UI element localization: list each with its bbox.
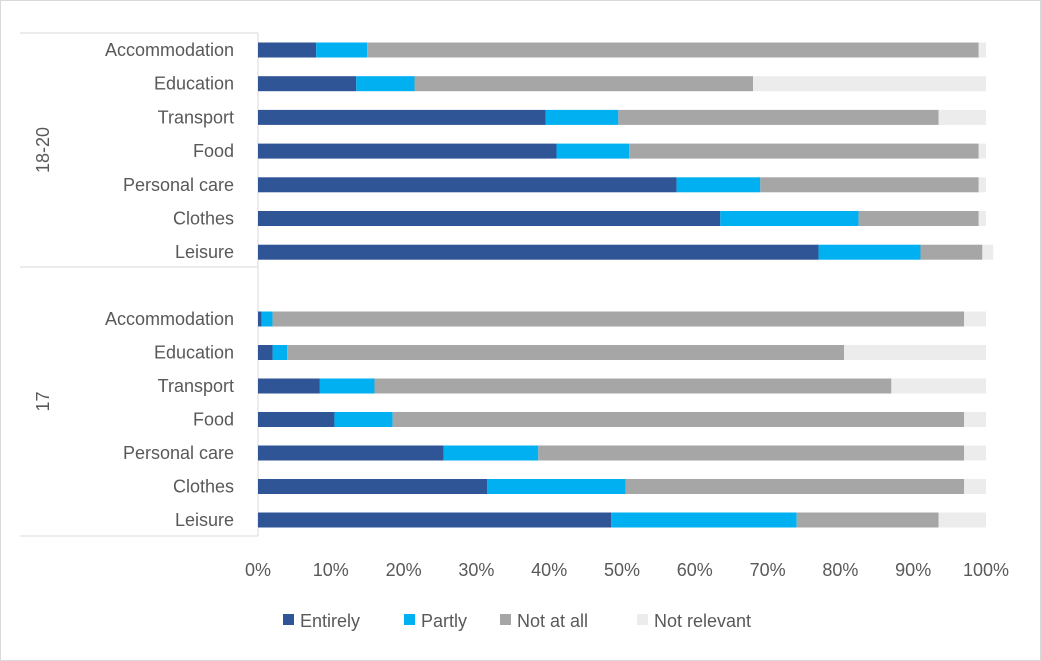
bar-segment-not-relevant [964, 311, 986, 327]
category-label: Clothes [173, 477, 234, 497]
bar-segment-entirely [258, 445, 444, 461]
category-label: Education [154, 343, 234, 363]
group-label: 17 [33, 391, 53, 411]
bar-segment-entirely [258, 311, 262, 327]
category-label: Food [193, 410, 234, 430]
bar-segment-partly [272, 345, 288, 360]
x-tick-label: 0% [245, 560, 271, 580]
bar-segment-entirely [258, 378, 320, 394]
bar-segment-not-at-all [287, 345, 845, 360]
x-tick-label: 40% [531, 560, 567, 580]
bar-segment-entirely [258, 109, 546, 125]
x-axis-ticks: 0% 10% 20% 30% 40% 50% 60% 70% 80% 90% 100% [245, 560, 1009, 580]
bar-segment-entirely [258, 143, 557, 159]
x-tick-label: 30% [458, 560, 494, 580]
bar-segment-partly [487, 479, 626, 494]
x-tick-label: 20% [386, 560, 422, 580]
bar-segment-not-relevant [753, 76, 986, 92]
bar-segment-not-at-all [796, 512, 939, 528]
bar-segment-not-relevant [978, 42, 986, 58]
bar-segment-not-relevant [938, 109, 986, 125]
bar-segment-entirely [258, 76, 357, 92]
category-label: Personal care [123, 175, 234, 195]
bar-segment-not-relevant [964, 445, 986, 461]
bar-segment-not-at-all [625, 479, 965, 494]
bar-segment-not-at-all [858, 211, 979, 226]
category-label: Education [154, 74, 234, 94]
category-label: Transport [158, 376, 234, 396]
bar-segment-not-at-all [374, 378, 892, 394]
bar-segment-not-at-all [920, 244, 983, 260]
bars-layer [258, 42, 994, 528]
category-label: Accommodation [105, 40, 234, 60]
bar-segment-not-relevant [891, 378, 986, 394]
legend-swatch-entirely [283, 614, 294, 625]
bar-segment-not-relevant [978, 143, 986, 159]
bar-segment-entirely [258, 244, 819, 260]
bar-segment-partly [261, 311, 273, 327]
bar-segment-entirely [258, 345, 273, 360]
bar-segment-entirely [258, 177, 677, 193]
bar-segment-not-relevant [964, 412, 986, 427]
legend-swatch-partly [404, 614, 415, 625]
x-tick-label: 100% [963, 560, 1009, 580]
category-label: Clothes [173, 209, 234, 229]
x-tick-label: 90% [895, 560, 931, 580]
bar-segment-not-at-all [538, 445, 965, 461]
bar-segment-partly [319, 378, 375, 394]
x-tick-label: 80% [822, 560, 858, 580]
bar-segment-not-relevant [844, 345, 986, 360]
legend: Entirely Partly Not at all Not relevant [283, 611, 751, 631]
legend-label: Partly [421, 611, 467, 631]
labels-layer: 18-20 Accommodation Education Transport Food… [33, 40, 234, 530]
legend-label: Not at all [517, 611, 588, 631]
legend-label: Not relevant [654, 611, 751, 631]
category-label: Food [193, 141, 234, 161]
group-label: 18-20 [33, 127, 53, 173]
bar-segment-not-at-all [618, 109, 939, 125]
bar-segment-partly [556, 143, 630, 159]
category-label: Personal care [123, 443, 234, 463]
x-tick-label: 50% [604, 560, 640, 580]
bar-segment-partly [316, 42, 368, 58]
bar-segment-partly [334, 412, 393, 427]
x-tick-label: 10% [313, 560, 349, 580]
category-label: Leisure [175, 242, 234, 262]
legend-swatch-not-relevant [637, 614, 648, 625]
x-tick-label: 60% [677, 560, 713, 580]
legend-swatch-not-at-all [500, 614, 511, 625]
category-label: Transport [158, 107, 234, 127]
bar-segment-not-at-all [272, 311, 965, 327]
bar-segment-entirely [258, 211, 721, 226]
bar-segment-not-at-all [760, 177, 979, 193]
bar-segment-entirely [258, 42, 317, 58]
bar-segment-not-relevant [978, 177, 986, 193]
bar-segment-not-relevant [982, 244, 994, 260]
category-label: Leisure [175, 510, 234, 530]
bar-segment-not-at-all [414, 76, 754, 92]
bar-segment-partly [545, 109, 619, 125]
bar-segment-not-at-all [367, 42, 979, 58]
bar-segment-entirely [258, 479, 488, 494]
bar-segment-partly [443, 445, 539, 461]
bar-segment-partly [676, 177, 761, 193]
bar-segment-not-at-all [392, 412, 965, 427]
bar-segment-entirely [258, 512, 612, 528]
category-label: Accommodation [105, 309, 234, 329]
bar-segment-not-at-all [629, 143, 979, 159]
bar-segment-entirely [258, 412, 335, 427]
x-tick-label: 70% [750, 560, 786, 580]
legend-label: Entirely [300, 611, 360, 631]
bar-segment-partly [611, 512, 797, 528]
bar-segment-not-relevant [978, 211, 986, 226]
bar-segment-partly [818, 244, 921, 260]
bar-segment-not-relevant [938, 512, 986, 528]
bar-segment-not-relevant [964, 479, 986, 494]
bar-segment-partly [356, 76, 415, 92]
bar-segment-partly [720, 211, 859, 226]
